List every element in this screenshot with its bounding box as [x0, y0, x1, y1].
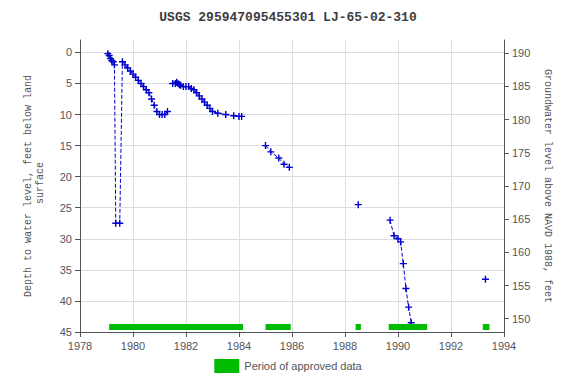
svg-text:5: 5 [66, 77, 72, 89]
svg-text:1988: 1988 [333, 340, 357, 352]
svg-text:20: 20 [60, 171, 72, 183]
svg-text:1984: 1984 [227, 340, 251, 352]
svg-text:190: 190 [512, 47, 530, 59]
svg-text:155: 155 [512, 280, 530, 292]
svg-text:180: 180 [512, 114, 530, 126]
svg-text:40: 40 [60, 295, 72, 307]
svg-text:175: 175 [512, 147, 530, 159]
svg-text:Depth to water level, feet bel: Depth to water level, feet below land [23, 75, 34, 297]
svg-text:15: 15 [60, 140, 72, 152]
svg-text:surface: surface [35, 162, 46, 210]
svg-text:1992: 1992 [439, 340, 463, 352]
svg-text:170: 170 [512, 180, 530, 192]
svg-text:Period of approved data: Period of approved data [244, 360, 362, 372]
svg-text:150: 150 [512, 313, 530, 325]
svg-text:1990: 1990 [386, 340, 410, 352]
svg-text:Groundwater level above NAVD 1: Groundwater level above NAVD 1988, feet [542, 69, 553, 303]
svg-text:35: 35 [60, 264, 72, 276]
svg-text:45: 45 [60, 326, 72, 338]
svg-text:185: 185 [512, 80, 530, 92]
svg-text:10: 10 [60, 109, 72, 121]
svg-text:1978: 1978 [68, 340, 92, 352]
svg-text:USGS 295947095455301 LJ-65-02-: USGS 295947095455301 LJ-65-02-310 [159, 10, 417, 25]
svg-text:0: 0 [66, 46, 72, 58]
svg-text:30: 30 [60, 233, 72, 245]
svg-text:1994: 1994 [492, 340, 516, 352]
svg-text:165: 165 [512, 213, 530, 225]
svg-text:25: 25 [60, 202, 72, 214]
svg-text:160: 160 [512, 246, 530, 258]
svg-text:1982: 1982 [174, 340, 198, 352]
svg-text:1986: 1986 [280, 340, 304, 352]
svg-text:1980: 1980 [121, 340, 145, 352]
